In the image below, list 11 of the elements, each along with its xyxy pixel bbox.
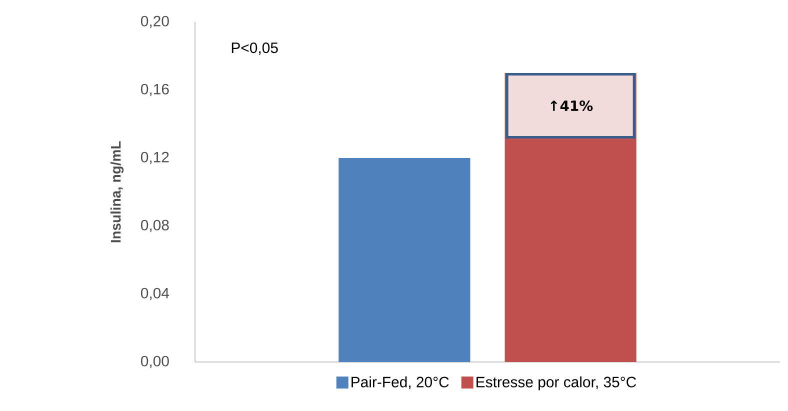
y-tick-label: 0,04 — [140, 288, 170, 300]
annotation: P<0,05 — [232, 42, 278, 55]
legend-label: Estresse por calor, 35°C — [476, 376, 636, 390]
y-tick-label: 0,16 — [140, 84, 169, 96]
annotation: ↑41% — [550, 100, 593, 112]
legend-label: Pair-Fed, 20°C — [352, 376, 449, 390]
y-tick-label: 0,20 — [140, 16, 169, 28]
y-tick-label: 0,12 — [140, 152, 169, 164]
y-tick-label: 0,08 — [140, 220, 169, 232]
y-tick-label: 0,00 — [140, 356, 169, 368]
y-axis-title: Insulina, ng/mL — [110, 141, 124, 242]
